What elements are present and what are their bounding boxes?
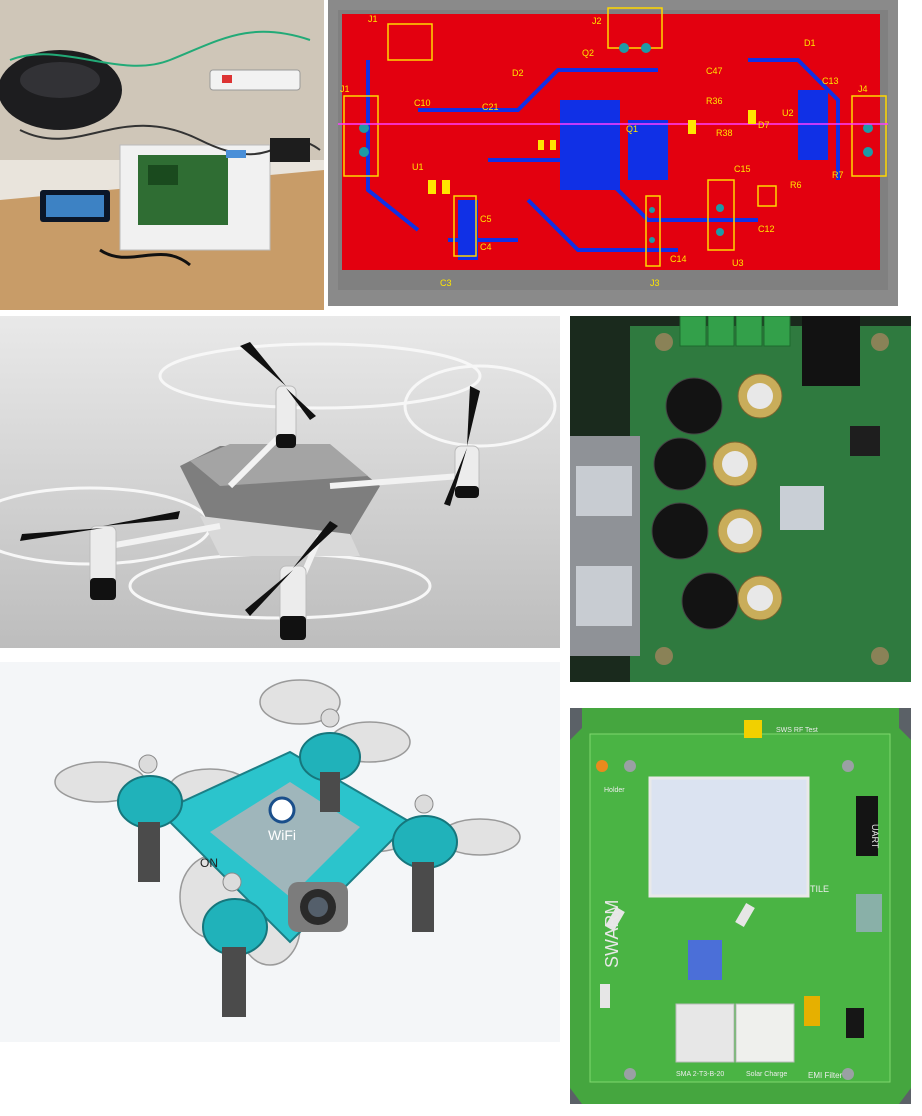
pcb-label-r38: R38 [716,128,733,138]
pcb-label-r36: R36 [706,96,723,106]
solar-charge-label: Solar Charge [746,1071,787,1078]
pcb-label-c47: C47 [706,66,723,76]
swarm-brand-text: SWARM [602,900,622,968]
pcb-label-u1: U1 [412,162,424,172]
pcb-label-c10: C10 [414,98,431,108]
pcb-label-j1b: J1 [340,84,350,94]
pcb-layout-screenshot: J1 J1 J2 J3 J4 D1 D2 D7 U1 U2 U3 C3 C4 C… [328,0,898,306]
pcb-label-r6: R6 [790,180,802,190]
pcb-label-c14: C14 [670,254,687,264]
pcb-label-c4: C4 [480,242,492,252]
pcb-label-j2: J2 [592,16,602,26]
pcb-label-j1: J1 [368,14,378,24]
pcb-label-c13: C13 [822,76,839,86]
pcb-label-u3: U3 [732,258,744,268]
pcb-label-c21: C21 [482,102,499,112]
capacitor-board-photo [570,316,911,682]
lab-bench-photo [0,0,324,310]
pcb-label-q2: Q2 [582,48,594,58]
emi-filter-label: EMI Filter [808,1071,843,1080]
pcb-label-d1: D1 [804,38,816,48]
rf-test-label: SWS RF Test [776,727,818,734]
teal-drone-render: WiFi ON [0,662,560,1042]
on-switch-label: ON [200,856,218,870]
pcb-label-j3: J3 [650,278,660,288]
pcb-label-r7: R7 [832,170,844,180]
pcb-label-d2: D2 [512,68,524,78]
pcb-label-q1: Q1 [626,124,638,134]
pcb-label-c15: C15 [734,164,751,174]
pcb-label-j4: J4 [858,84,868,94]
pcb-label-u2: U2 [782,108,794,118]
holder-label: Holder [604,787,625,794]
pcb-label-c12: C12 [758,224,775,234]
pcb-label-c5: C5 [480,214,492,224]
uart-label: UART [870,824,880,849]
white-drone-render [0,316,560,648]
pcb-label-c3: C3 [440,278,452,288]
wifi-label: WiFi [268,827,296,843]
swarm-board-render: SWARM UART TILE EMI Filter SMA 2-T3-B-20… [570,708,911,1104]
tile-label: TILE [810,884,829,894]
pcb-label-d7: D7 [758,120,770,130]
sma-label: SMA 2-T3-B-20 [676,1071,724,1078]
